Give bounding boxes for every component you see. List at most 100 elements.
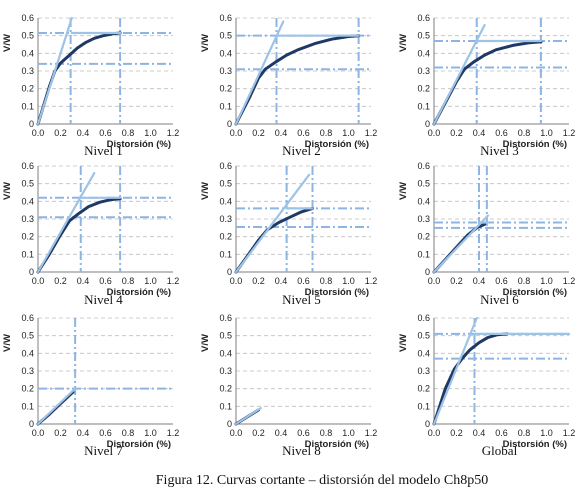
x-tick-label: 0.4: [275, 428, 288, 438]
panel-title: Nivel 7: [84, 443, 123, 458]
x-tick-label: 1.0: [144, 128, 157, 138]
y-tick-label: 0.5: [417, 331, 430, 341]
chart-panels: 0 0.1 0.2 0.3 0.4 0.5 0.6 0.0 0.2 0.4 0.6 0.8 1.0 1.2…: [2, 13, 575, 458]
y-tick-label: 0.3: [417, 214, 430, 224]
series-line-bilinear: [234, 407, 262, 426]
y-tick-label: 0.3: [417, 66, 430, 76]
x-tick-label: 1.2: [167, 128, 180, 138]
y-tick-label: 0.1: [21, 101, 34, 111]
y-tick-label: 0.4: [21, 48, 34, 58]
x-tick-label: 0.6: [297, 276, 310, 286]
y-tick-label: 0.4: [21, 196, 34, 206]
y-tick-label: 0: [227, 267, 232, 277]
series-line-bilinear: [36, 387, 77, 426]
panel-title: Nivel 2: [282, 143, 321, 158]
x-tick-label: 1.2: [167, 428, 180, 438]
x-tick-label: 0.8: [122, 276, 135, 286]
x-tick-label: 0.0: [428, 276, 441, 286]
x-tick-label: 0.8: [122, 128, 135, 138]
x-axis-label: Distorsión (%): [503, 439, 567, 450]
y-tick-label: 0.6: [21, 13, 34, 23]
y-tick-label: 0: [227, 119, 232, 129]
x-tick-label: 0.2: [54, 276, 67, 286]
figure-caption: Figura 12. Curvas cortante – distorsión …: [156, 473, 488, 488]
y-tick-label: 0.1: [219, 401, 232, 411]
series-line-bilinear: [432, 214, 490, 274]
y-tick-label: 0.2: [219, 84, 232, 94]
x-axis-label: Distorsión (%): [107, 139, 171, 150]
x-tick-label: 0.0: [230, 428, 243, 438]
x-tick-label: 0.8: [320, 128, 333, 138]
x-axis-label: Distorsión (%): [305, 287, 369, 298]
x-tick-label: 0.8: [518, 276, 531, 286]
y-tick-label: 0.4: [219, 348, 232, 358]
chart-panel-8: 0 0.1 0.2 0.3 0.4 0.5 0.6 0.0 0.2 0.4 0.6 0.8 1.0 1.2…: [200, 313, 377, 458]
panel-title: Nivel 5: [282, 292, 321, 307]
x-tick-label: 1.0: [144, 276, 157, 286]
y-tick-label: 0.5: [219, 331, 232, 341]
y-tick-label: 0.5: [21, 179, 34, 189]
y-axis-label: V/W: [398, 182, 409, 200]
y-tick-label: 0: [425, 419, 430, 429]
x-tick-label: 1.0: [144, 428, 157, 438]
y-tick-label: 0.1: [219, 249, 232, 259]
panel-title: Nivel 4: [84, 292, 123, 307]
x-tick-label: 0.0: [32, 276, 45, 286]
y-tick-label: 0: [29, 267, 34, 277]
y-tick-label: 0.5: [219, 179, 232, 189]
y-axis-label: V/W: [2, 334, 13, 352]
y-tick-label: 0: [29, 419, 34, 429]
y-tick-label: 0.6: [21, 313, 34, 323]
y-axis-label: V/W: [200, 334, 211, 352]
x-tick-label: 1.0: [342, 428, 355, 438]
y-tick-label: 0.3: [21, 366, 34, 376]
x-tick-label: 1.2: [365, 128, 378, 138]
x-tick-label: 1.0: [540, 276, 553, 286]
y-tick-label: 0.2: [21, 84, 34, 94]
x-tick-label: 0.6: [495, 428, 508, 438]
y-tick-label: 0.3: [219, 214, 232, 224]
y-axis-label: V/W: [200, 182, 211, 200]
x-tick-label: 1.2: [563, 276, 576, 286]
x-tick-label: 0.8: [122, 428, 135, 438]
y-tick-label: 0.3: [417, 366, 430, 376]
x-axis-label: Distorsión (%): [305, 439, 369, 450]
y-tick-label: 0.6: [219, 13, 232, 23]
x-tick-label: 1.2: [365, 276, 378, 286]
y-tick-label: 0.2: [417, 84, 430, 94]
x-tick-label: 0.0: [32, 428, 45, 438]
y-tick-label: 0.5: [417, 31, 430, 41]
x-tick-label: 0.6: [99, 128, 112, 138]
y-tick-label: 0.1: [417, 401, 430, 411]
x-tick-label: 0.2: [252, 276, 265, 286]
series-line-bilinear: [36, 16, 73, 126]
y-tick-label: 0.2: [21, 384, 34, 394]
x-tick-label: 0.4: [473, 428, 486, 438]
y-tick-label: 0.5: [219, 31, 232, 41]
chart-panel-4: 0 0.1 0.2 0.3 0.4 0.5 0.6 0.0 0.2 0.4 0.6 0.8 1.0 1.2…: [2, 161, 179, 307]
x-tick-label: 0.0: [230, 276, 243, 286]
y-tick-label: 0.5: [21, 31, 34, 41]
y-tick-label: 0.3: [219, 66, 232, 76]
series-line-curve: [432, 40, 543, 126]
x-tick-label: 0.6: [495, 128, 508, 138]
y-axis-label: V/W: [2, 34, 13, 52]
y-tick-label: 0.6: [417, 161, 430, 171]
x-tick-label: 0.6: [99, 428, 112, 438]
x-tick-label: 0.8: [320, 428, 333, 438]
panel-title: Nivel 6: [480, 292, 519, 307]
chart-panel-9: 0 0.1 0.2 0.3 0.4 0.5 0.6 0.0 0.2 0.4 0.6 0.8 1.0 1.2…: [398, 313, 575, 458]
x-tick-label: 0.2: [450, 428, 463, 438]
x-axis-label: Distorsión (%): [107, 439, 171, 450]
chart-panel-1: 0 0.1 0.2 0.3 0.4 0.5 0.6 0.0 0.2 0.4 0.6 0.8 1.0 1.2…: [2, 13, 179, 158]
series-line-curve: [432, 332, 509, 426]
x-tick-label: 0.8: [518, 128, 531, 138]
x-tick-label: 0.0: [32, 128, 45, 138]
x-tick-label: 0.2: [252, 128, 265, 138]
y-tick-label: 0.4: [219, 196, 232, 206]
series-line-bilinear: [36, 172, 96, 274]
y-tick-label: 0: [425, 267, 430, 277]
y-tick-label: 0.6: [219, 161, 232, 171]
x-tick-label: 0.2: [54, 128, 67, 138]
